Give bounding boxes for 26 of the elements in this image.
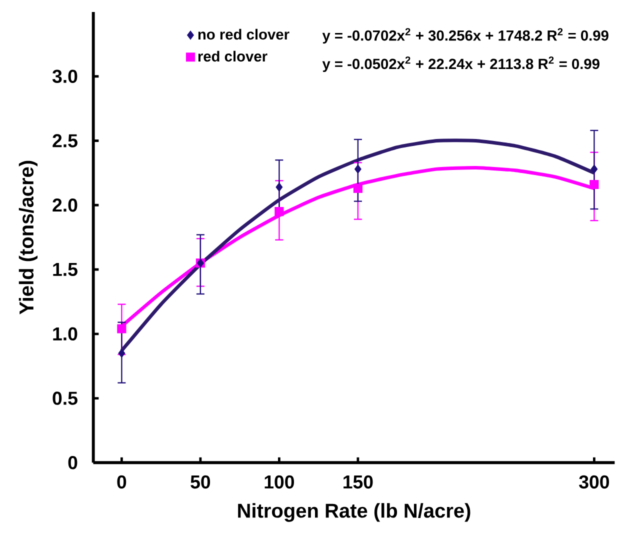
x-tick-label: 150 — [344, 475, 373, 489]
legend-label: red clover — [198, 50, 268, 62]
y-tick-label: 2.5 — [52, 134, 78, 148]
point — [117, 324, 126, 334]
point — [354, 164, 362, 174]
point — [353, 184, 362, 193]
annotation: y = -0.0702x$^{2}$ + 30.256x + 1748.2 R$^{2}$ = 0.99 — [322, 28, 608, 44]
y-tick-label: 0.5 — [52, 392, 78, 405]
point — [274, 207, 284, 216]
x-tick-label: 0 — [117, 475, 126, 489]
legend-label: no red clover — [198, 28, 290, 40]
x-tick-label: 50 — [190, 475, 210, 489]
annotation: y = -0.0502x$^{2}$ + 22.24x + 2113.8 R$^{2}$ = 0.99 — [322, 56, 600, 72]
point — [590, 164, 598, 174]
x-axis-title: Nitrogen Rate (lb N/acre) — [238, 503, 470, 522]
y-tick-label: 2.0 — [52, 198, 78, 212]
y-tick-label: 0 — [68, 456, 78, 470]
y-tick-label: 1.5 — [53, 263, 78, 276]
x-tick-label: 300 — [579, 475, 609, 489]
y-axis-title: Yield (tons/acre) — [18, 160, 38, 314]
y-tick-label: 3.0 — [52, 70, 78, 83]
y-tick-label: 1.0 — [53, 327, 78, 341]
x-tick-label: 100 — [264, 475, 294, 489]
point — [590, 180, 599, 190]
point — [118, 348, 126, 358]
point — [276, 182, 283, 192]
